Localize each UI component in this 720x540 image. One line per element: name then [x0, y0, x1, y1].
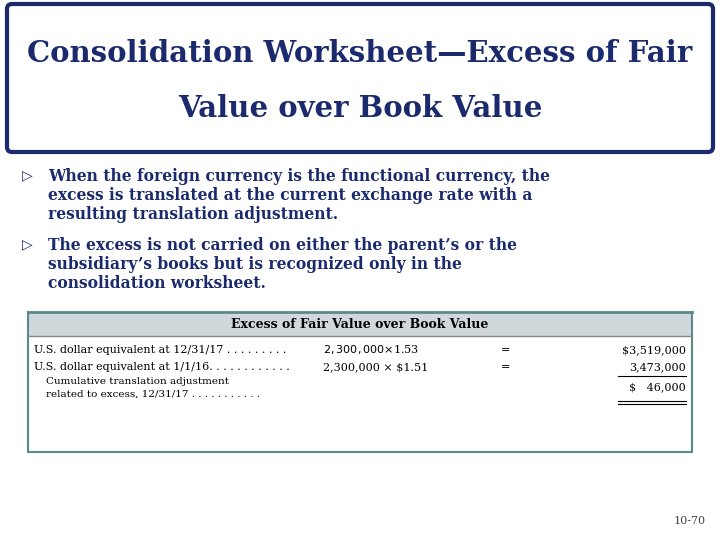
- Text: 10-70: 10-70: [674, 516, 706, 526]
- Text: The excess is not carried on either the parent’s or the: The excess is not carried on either the …: [48, 237, 517, 254]
- FancyBboxPatch shape: [7, 4, 713, 152]
- Text: $   46,000: $ 46,000: [629, 382, 686, 392]
- Text: $3,519,000: $3,519,000: [622, 345, 686, 355]
- Text: 2,300,000 × $1.51: 2,300,000 × $1.51: [323, 362, 428, 372]
- Text: =: =: [501, 362, 510, 372]
- Text: consolidation worksheet.: consolidation worksheet.: [48, 275, 266, 292]
- Text: ▷: ▷: [22, 168, 32, 182]
- Text: subsidiary’s books but is recognized only in the: subsidiary’s books but is recognized onl…: [48, 256, 462, 273]
- Bar: [28, 312, 692, 452]
- Text: U.S. dollar equivalent at 1/1/16. . . . . . . . . . . .: U.S. dollar equivalent at 1/1/16. . . . …: [34, 362, 289, 372]
- Text: Value over Book Value: Value over Book Value: [178, 94, 542, 123]
- Text: excess is translated at the current exchange rate with a: excess is translated at the current exch…: [48, 187, 533, 204]
- Text: Cumulative translation adjustment: Cumulative translation adjustment: [46, 377, 229, 387]
- Text: related to excess, 12/31/17 . . . . . . . . . . .: related to excess, 12/31/17 . . . . . . …: [46, 389, 260, 399]
- Text: ▷: ▷: [22, 237, 32, 251]
- Bar: [28, 312, 692, 336]
- Text: $2,300,000 × $1.53: $2,300,000 × $1.53: [323, 343, 419, 356]
- Text: =: =: [501, 345, 510, 355]
- Text: When the foreign currency is the functional currency, the: When the foreign currency is the functio…: [48, 168, 550, 185]
- Text: Excess of Fair Value over Book Value: Excess of Fair Value over Book Value: [231, 318, 489, 330]
- Text: 3,473,000: 3,473,000: [629, 362, 686, 372]
- Text: Consolidation Worksheet—Excess of Fair: Consolidation Worksheet—Excess of Fair: [27, 39, 693, 68]
- Text: U.S. dollar equivalent at 12/31/17 . . . . . . . . .: U.S. dollar equivalent at 12/31/17 . . .…: [34, 345, 287, 355]
- Text: resulting translation adjustment.: resulting translation adjustment.: [48, 206, 338, 223]
